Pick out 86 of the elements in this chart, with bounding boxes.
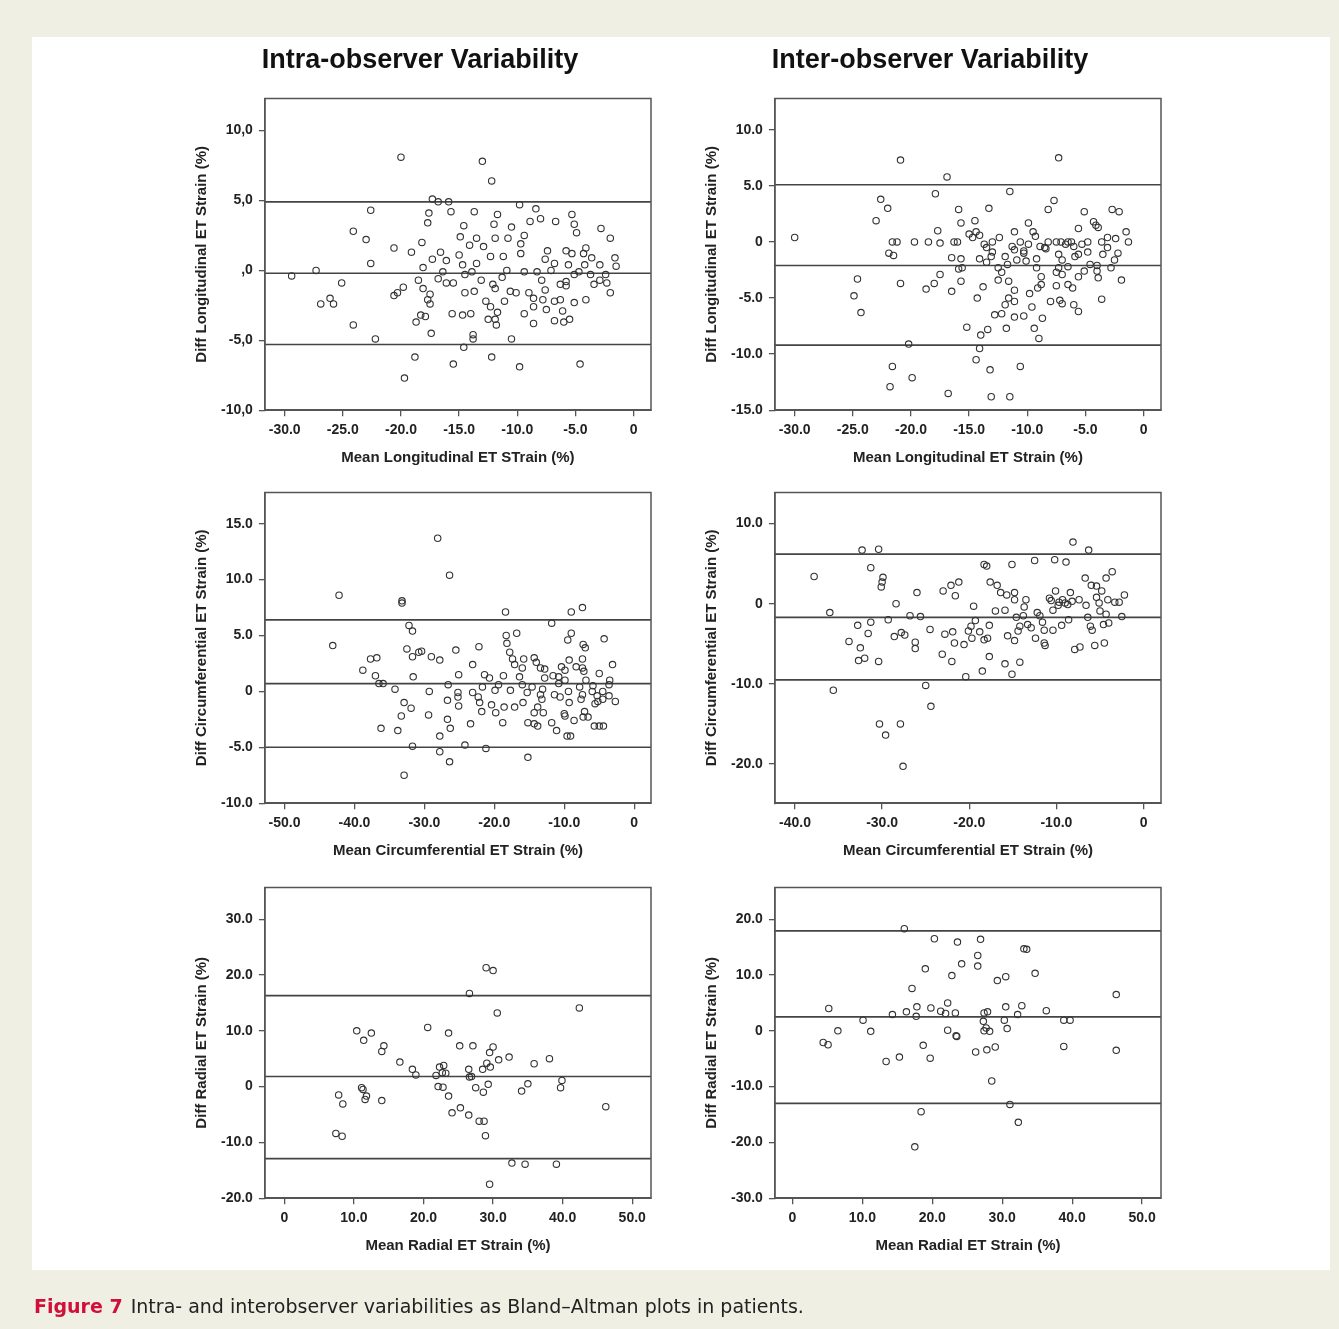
x-tick-label: -20.0 xyxy=(953,814,986,831)
x-tick-label: -20.0 xyxy=(385,421,418,438)
x-tick-label: 40.0 xyxy=(549,1209,577,1226)
x-tick-label: 0 xyxy=(1139,421,1148,438)
x-tick-label: -20.0 xyxy=(895,421,928,438)
y-tick-label: -10.0 xyxy=(220,794,254,811)
x-tick-label: 50.0 xyxy=(618,1209,647,1226)
y-tick-label: -10.0 xyxy=(730,1077,764,1094)
x-tick-label: 0 xyxy=(1139,814,1148,831)
x-tick-label: -25.0 xyxy=(326,421,359,438)
y-axis-title: Diff Longitudinal ET Strain (%) xyxy=(192,145,210,363)
x-tick-label: 0 xyxy=(280,1209,289,1226)
y-tick-label: 10.0 xyxy=(225,570,254,587)
y-tick-label: -10.0 xyxy=(220,1133,254,1150)
x-tick-label: -30.0 xyxy=(866,814,899,831)
x-tick-label: -5.0 xyxy=(563,421,588,438)
y-tick-label: 30.0 xyxy=(225,910,254,927)
y-tick-label: 0 xyxy=(245,1077,254,1094)
x-tick-label: 40.0 xyxy=(1058,1209,1087,1226)
x-tick-label: -15.0 xyxy=(443,421,476,438)
x-axis-title: Mean Radial ET Strain (%) xyxy=(875,1236,1061,1254)
y-tick-label: 20.0 xyxy=(225,965,254,982)
x-tick-label: 20.0 xyxy=(918,1209,947,1226)
x-tick-label: -10.0 xyxy=(1011,421,1044,438)
y-tick-label: -30.0 xyxy=(730,1189,764,1206)
x-tick-label: 50.0 xyxy=(1128,1209,1156,1226)
y-axis-title: Diff Longitudinal ET Strain (%) xyxy=(702,145,720,363)
y-tick-label: -10.0 xyxy=(730,344,764,361)
x-tick-label: -5.0 xyxy=(1073,421,1098,438)
y-axis-title: Diff Circumferential ET Strain (%) xyxy=(192,529,210,767)
y-tick-label: 10.0 xyxy=(735,965,764,982)
x-tick-label: -50.0 xyxy=(268,814,301,831)
y-tick-label: 0 xyxy=(245,682,254,699)
y-tick-label: -10.0 xyxy=(730,674,764,691)
x-tick-label: -30.0 xyxy=(268,421,301,438)
x-tick-label: 10.0 xyxy=(848,1209,877,1226)
x-axis-title: Mean Circumferential ET Strain (%) xyxy=(332,841,583,859)
y-tick-label: 20.0 xyxy=(735,910,764,927)
y-tick-label: 5,0 xyxy=(233,191,254,208)
x-tick-label: 0 xyxy=(630,814,639,831)
y-tick-label: 15.0 xyxy=(225,514,254,531)
x-axis-title: Mean Longitudinal ET Strain (%) xyxy=(852,448,1083,466)
x-tick-label: -40.0 xyxy=(778,814,812,831)
x-tick-label: 0 xyxy=(788,1209,797,1226)
x-tick-label: 30.0 xyxy=(479,1209,507,1226)
x-tick-label: -10.0 xyxy=(501,421,534,438)
text: Intra- and interobserver variabilities as Bland–Altman plots in patients. xyxy=(130,1295,804,1317)
y-tick-label: 0 xyxy=(755,232,764,249)
x-axis-title: Mean Radial ET Strain (%) xyxy=(365,1236,551,1254)
x-axis-title: Mean Longitudinal ET STrain (%) xyxy=(341,448,575,466)
y-tick-label: 10.0 xyxy=(735,120,764,137)
y-axis-title: Diff Radial ET Strain (%) xyxy=(192,956,210,1129)
y-tick-label: 10.0 xyxy=(735,514,764,531)
y-tick-label: -15.0 xyxy=(730,401,764,418)
x-tick-label: -20.0 xyxy=(478,814,511,831)
x-tick-label: -25.0 xyxy=(836,421,869,438)
y-tick-label: 0 xyxy=(755,594,764,611)
x-tick-label: 20.0 xyxy=(409,1209,438,1226)
y-tick-label: -20.0 xyxy=(730,1133,764,1150)
y-tick-label: 5.0 xyxy=(743,176,764,193)
y-tick-label: -20.0 xyxy=(730,754,764,771)
x-axis-title: Mean Circumferential ET Strain (%) xyxy=(842,841,1093,859)
x-tick-label: -30.0 xyxy=(778,421,811,438)
x-tick-label: -30.0 xyxy=(408,814,441,831)
y-tick-label: -10,0 xyxy=(220,401,254,418)
caption: Figure 7 xyxy=(34,1295,123,1317)
x-tick-label: -15.0 xyxy=(953,421,986,438)
x-tick-label: -10.0 xyxy=(1040,814,1073,831)
y-tick-label: 10.0 xyxy=(225,1021,254,1038)
y-tick-label: 0 xyxy=(755,1021,764,1038)
x-tick-label: 10.0 xyxy=(340,1209,368,1226)
x-tick-label: 0 xyxy=(629,421,638,438)
x-tick-label: 30.0 xyxy=(988,1209,1017,1226)
y-tick-label: ,0 xyxy=(241,261,254,278)
y-tick-label: 5.0 xyxy=(233,626,254,643)
y-tick-label: 10,0 xyxy=(225,121,254,138)
y-tick-label: -5.0 xyxy=(738,288,764,305)
x-tick-label: -10.0 xyxy=(548,814,581,831)
y-tick-label: -5.0 xyxy=(228,738,254,755)
y-axis-title: Diff Circumferential ET Strain (%) xyxy=(702,529,720,767)
y-tick-label: -20.0 xyxy=(220,1189,254,1206)
chart-title: Intra-observer Variability xyxy=(261,43,579,74)
y-tick-label: -5,0 xyxy=(228,331,254,348)
y-axis-title: Diff Radial ET Strain (%) xyxy=(702,956,720,1129)
chart-title: Inter-observer Variability xyxy=(771,43,1089,74)
x-tick-label: -40.0 xyxy=(338,814,371,831)
